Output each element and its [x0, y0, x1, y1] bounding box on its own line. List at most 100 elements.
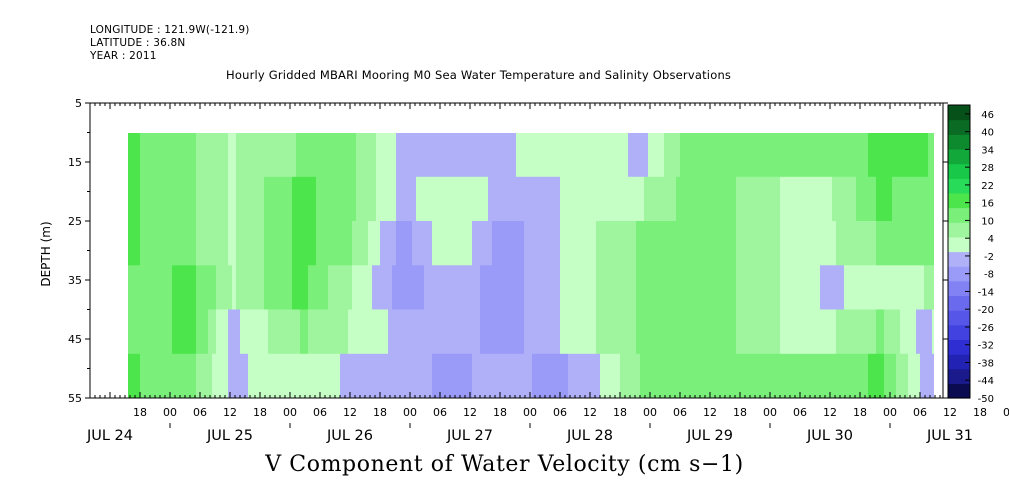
- heatmap-cell: [512, 221, 517, 266]
- heatmap-cell: [448, 176, 453, 222]
- heatmap-cell: [744, 133, 749, 178]
- heatmap-cell: [128, 133, 133, 178]
- heatmap-cell: [268, 221, 273, 266]
- heatmap-cell: [760, 309, 765, 355]
- heatmap-cell: [812, 176, 817, 222]
- heatmap-cell: [720, 221, 725, 266]
- heatmap-cell: [188, 265, 193, 311]
- heatmap-cell: [332, 309, 337, 355]
- heatmap-cell: [556, 309, 561, 355]
- heatmap-cell: [564, 176, 569, 222]
- heatmap-cell: [408, 265, 413, 311]
- heatmap-cell: [424, 265, 429, 311]
- heatmap-cell: [764, 176, 769, 222]
- heatmap-cell: [132, 221, 137, 266]
- heatmap-cell: [400, 265, 405, 311]
- heatmap-cell: [648, 133, 653, 178]
- heatmap-cell: [288, 353, 293, 398]
- heatmap-cell: [616, 265, 621, 311]
- heatmap-cell: [388, 221, 393, 266]
- heatmap-cell: [780, 221, 785, 266]
- x-date-label: JUL 30: [806, 428, 853, 444]
- heatmap-cell: [508, 221, 513, 266]
- heatmap-cell: [748, 221, 753, 266]
- heatmap-cell: [848, 353, 853, 398]
- heatmap-cell: [280, 265, 285, 311]
- heatmap-cell: [560, 221, 565, 266]
- heatmap-cell: [664, 265, 669, 311]
- heatmap-cell: [748, 353, 753, 398]
- heatmap-cell: [548, 265, 553, 311]
- heatmap-cell: [336, 353, 341, 398]
- heatmap-cell: [816, 221, 821, 266]
- heatmap-cell: [584, 353, 589, 398]
- heatmap-cell: [920, 265, 925, 311]
- colorbar-swatch: [948, 222, 970, 238]
- heatmap-cell: [248, 265, 253, 311]
- heatmap-cell: [572, 221, 577, 266]
- heatmap-cell: [504, 309, 509, 355]
- heatmap-cell: [420, 176, 425, 222]
- heatmap-cell: [228, 221, 233, 266]
- heatmap-cell: [876, 221, 881, 266]
- heatmap-cell: [696, 176, 701, 222]
- x-hour-label: 06: [913, 406, 927, 419]
- heatmap-cell: [488, 221, 493, 266]
- colorbar-swatch: [948, 310, 970, 326]
- heatmap-cell: [600, 353, 605, 398]
- heatmap-cell: [676, 133, 681, 178]
- colorbar-label: 22: [981, 181, 994, 192]
- heatmap-cell: [284, 133, 289, 178]
- heatmap-cell: [516, 133, 521, 178]
- heatmap-cell: [432, 353, 437, 398]
- heatmap-cell: [516, 309, 521, 355]
- heatmap-cell: [384, 353, 389, 398]
- heatmap-cell: [300, 221, 305, 266]
- heatmap-cell: [200, 265, 205, 311]
- heatmap-cell: [520, 353, 525, 398]
- heatmap-cell: [788, 133, 793, 178]
- heatmap-cell: [412, 353, 417, 398]
- heatmap-cell: [640, 221, 645, 266]
- heatmap-cell: [928, 353, 933, 398]
- heatmap-cell: [904, 176, 909, 222]
- heatmap-cell: [924, 353, 929, 398]
- heatmap-cell: [156, 133, 161, 178]
- heatmap-cell: [928, 265, 933, 311]
- heatmap-cell: [732, 176, 737, 222]
- heatmap-cell: [904, 265, 909, 311]
- heatmap-cell: [428, 176, 433, 222]
- heatmap-cell: [660, 265, 665, 311]
- heatmap-cell: [500, 353, 505, 398]
- heatmap-cell: [232, 133, 237, 178]
- heatmap-cell: [484, 176, 489, 222]
- heatmap-cell: [204, 176, 209, 222]
- heatmap-cell: [332, 133, 337, 178]
- heatmap-cell: [760, 221, 765, 266]
- heatmap-cell: [616, 176, 621, 222]
- heatmap-cell: [252, 176, 257, 222]
- heatmap-cell: [896, 265, 901, 311]
- heatmap-cell: [232, 265, 237, 311]
- heatmap-cell: [628, 309, 633, 355]
- heatmap-cell: [352, 133, 357, 178]
- heatmap-cell: [380, 221, 385, 266]
- heatmap-cell: [900, 176, 905, 222]
- heatmap-cell: [876, 309, 881, 355]
- heatmap-cell: [304, 353, 309, 398]
- heatmap-cell: [288, 265, 293, 311]
- heatmap-cell: [432, 265, 437, 311]
- heatmap-cell: [536, 176, 541, 222]
- heatmap-cell: [264, 265, 269, 311]
- heatmap-cell: [516, 176, 521, 222]
- heatmap-cell: [756, 353, 761, 398]
- heatmap-cell: [284, 353, 289, 398]
- heatmap-cell: [284, 309, 289, 355]
- heatmap-cell: [844, 309, 849, 355]
- heatmap-cell: [464, 353, 469, 398]
- heatmap-cell: [784, 133, 789, 178]
- heatmap-cell: [444, 265, 449, 311]
- heatmap-cell: [520, 133, 525, 178]
- heatmap-cell: [336, 176, 341, 222]
- heatmap-cell: [252, 309, 257, 355]
